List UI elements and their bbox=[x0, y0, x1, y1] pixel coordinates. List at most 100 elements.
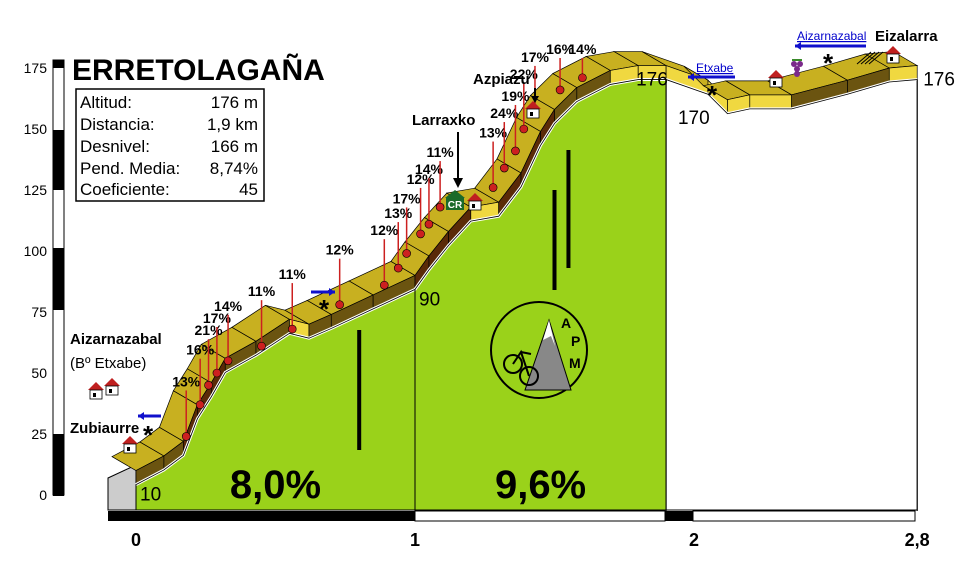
rural-house-icon: CR bbox=[445, 190, 465, 211]
stat-label: Desnivel: bbox=[80, 137, 150, 156]
stat-label: Coeficiente: bbox=[80, 180, 170, 199]
y-tick-label: 150 bbox=[24, 121, 48, 137]
place-larraxko: Larraxko bbox=[412, 112, 475, 129]
place-azpiazu: Azpiazu bbox=[473, 71, 530, 88]
stat-value: 8,74% bbox=[210, 159, 258, 178]
stat-label: Altitud: bbox=[80, 93, 132, 112]
gradient-label: 11% bbox=[426, 144, 454, 160]
gradient-label: 13% bbox=[172, 373, 201, 389]
junction-icon: * bbox=[143, 420, 154, 450]
gradient-label: 21% bbox=[195, 322, 224, 338]
gradient-dot bbox=[287, 324, 297, 334]
altitude-label: 10 bbox=[140, 485, 161, 506]
y-tick-label: 125 bbox=[24, 182, 48, 198]
gradient-dot bbox=[393, 263, 403, 273]
altitude-label: 170 bbox=[678, 108, 710, 129]
gradient-dot bbox=[488, 183, 498, 192]
section-dividers bbox=[357, 79, 918, 511]
gradient-label: 17% bbox=[203, 310, 232, 326]
sign-etxabe: Etxabe bbox=[696, 61, 734, 75]
junction-icon: * bbox=[823, 48, 834, 78]
altitude-label: 176 bbox=[636, 70, 668, 91]
y-tick-label: 75 bbox=[31, 304, 47, 320]
place-etxabe: (Bº Etxabe) bbox=[70, 355, 146, 372]
road-edge-outline bbox=[135, 79, 918, 485]
gradient-dot bbox=[380, 280, 389, 290]
gradient-label: 12% bbox=[370, 222, 399, 238]
descent-area bbox=[665, 78, 918, 511]
arrow-icon bbox=[138, 412, 161, 420]
stat-label: Pend. Media: bbox=[80, 159, 180, 178]
gradient-dot bbox=[519, 124, 529, 134]
x-tick-label: 0 bbox=[131, 530, 141, 550]
gradient-label: 16% bbox=[546, 41, 575, 57]
arrow-down-icon bbox=[531, 88, 539, 103]
x-tick-label: 2 bbox=[689, 530, 699, 550]
gradient-label: 12% bbox=[326, 242, 355, 258]
gradient-label: 22% bbox=[510, 66, 539, 82]
gradient-dot bbox=[195, 400, 205, 410]
gradient-label: 17% bbox=[393, 190, 422, 206]
y-tick-label: 50 bbox=[31, 365, 47, 381]
stat-value: 45 bbox=[239, 180, 258, 199]
gradient-dot bbox=[499, 163, 509, 173]
road-segment bbox=[749, 94, 792, 110]
house-icon bbox=[122, 436, 138, 454]
section-average: 9,6% bbox=[495, 463, 586, 507]
gradient-markers: 13%16%21%17%14%11%11%12%12%13%17%12%14%1… bbox=[172, 41, 597, 441]
gradient-dot bbox=[223, 356, 233, 366]
grapes-icon bbox=[791, 59, 803, 77]
place-zubiaurre: Zubiaurre bbox=[70, 420, 139, 437]
logo-letter: P bbox=[571, 333, 580, 349]
house-icon bbox=[467, 193, 483, 211]
gradient-label: 11% bbox=[248, 283, 276, 299]
y-tick-label: 25 bbox=[31, 426, 47, 442]
chart-title: ERRETOLAGAÑA bbox=[72, 53, 325, 87]
gradient-label: 17% bbox=[521, 49, 550, 65]
gradient-dot bbox=[257, 341, 266, 351]
gradient-dot bbox=[335, 300, 344, 309]
gradient-label: 13% bbox=[384, 205, 413, 221]
altitude-labels: 10 90 176 170 176 bbox=[140, 70, 955, 506]
stat-label: Distancia: bbox=[80, 115, 155, 134]
gradient-dot bbox=[435, 202, 445, 212]
gradient-dot bbox=[424, 219, 434, 229]
stats-box: Altitud: 176 m Distancia: 1,9 km Desnive… bbox=[75, 88, 265, 202]
x-tick-label: 1 bbox=[410, 530, 420, 550]
gradient-label: 12% bbox=[407, 171, 436, 187]
sign-aizarnazabal: Aizarnazabal bbox=[797, 29, 866, 43]
profile-area bbox=[107, 51, 919, 511]
gradient-dot bbox=[402, 249, 411, 258]
arrow-icon bbox=[688, 73, 735, 81]
cr-label: CR bbox=[448, 200, 463, 211]
altitude-label: 176 bbox=[923, 70, 955, 91]
altitude-label: 90 bbox=[419, 289, 440, 310]
gradient-dot bbox=[416, 229, 425, 239]
y-tick-label: 0 bbox=[39, 487, 47, 503]
house-icon bbox=[104, 378, 120, 396]
apm-logo: A P M bbox=[490, 301, 588, 399]
y-tick-label: 175 bbox=[24, 60, 48, 76]
section-averages: 8,0% 9,6% bbox=[230, 463, 586, 507]
logo-letter: M bbox=[569, 355, 581, 371]
arrow-down-icon bbox=[453, 132, 463, 188]
gradient-label: 24% bbox=[490, 105, 519, 121]
stairs-icon bbox=[856, 51, 884, 65]
place-eizalarra: Eizalarra bbox=[875, 28, 938, 45]
gradient-label: 14% bbox=[415, 161, 444, 177]
gradient-dot bbox=[555, 85, 565, 95]
x-axis: 0 1 2 2,8 bbox=[108, 510, 930, 550]
gradient-dot bbox=[181, 432, 191, 441]
y-tick-label: 100 bbox=[24, 243, 48, 259]
gradient-label: 16% bbox=[186, 342, 215, 358]
gradient-dot bbox=[578, 73, 587, 83]
house-icon bbox=[768, 70, 784, 88]
gradient-dot bbox=[212, 368, 222, 378]
house-icon bbox=[885, 46, 901, 64]
y-axis: 0 25 50 75 100 125 150 175 bbox=[24, 59, 65, 503]
junction-icon: * bbox=[319, 294, 330, 324]
arrow-icon bbox=[311, 288, 335, 296]
gradient-label: 19% bbox=[501, 88, 530, 104]
stat-value: 1,9 km bbox=[207, 115, 258, 134]
